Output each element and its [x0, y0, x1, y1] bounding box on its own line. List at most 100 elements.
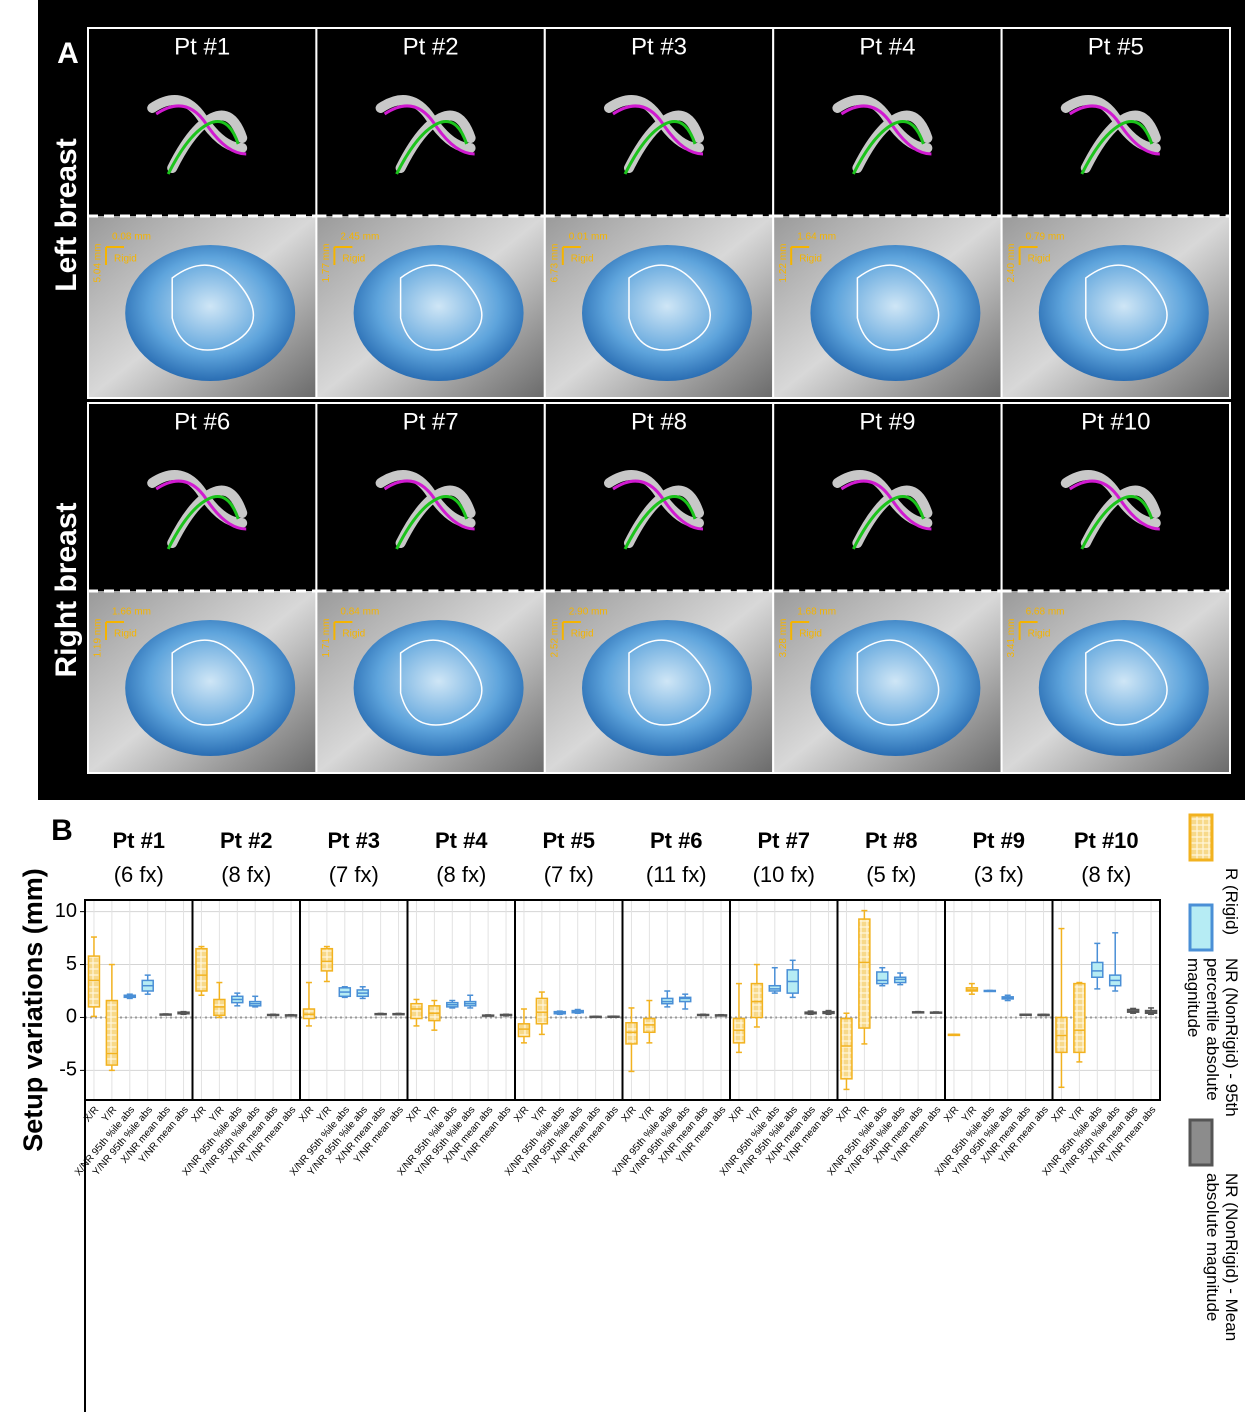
- shift-x-label: 0.84 mm: [340, 607, 379, 618]
- rigid-label: Rigid: [114, 629, 137, 640]
- x-tick-label: X/R: [620, 1105, 639, 1125]
- rigid-label: Rigid: [342, 254, 365, 265]
- x-tick-label: X/R: [190, 1105, 209, 1125]
- panel-subtitle: (11 fx): [646, 862, 707, 887]
- shift-x-label: 2.90 mm: [569, 607, 608, 618]
- box: [196, 949, 207, 991]
- box: [1074, 984, 1085, 1053]
- rigid-label: Rigid: [799, 629, 822, 640]
- box: [859, 919, 870, 1028]
- patient-title: Pt #3: [631, 33, 687, 60]
- patient-title: Pt #10: [1081, 408, 1150, 435]
- patient-title: Pt #7: [403, 408, 459, 435]
- patient-cell: Pt #3 0.01 mm Rigid 6.73 mm: [545, 28, 773, 398]
- panel-title: Pt #2: [220, 828, 273, 853]
- patient-cell: Pt #8 2.90 mm Rigid 2.52 mm: [545, 403, 773, 773]
- row-label: Left breast: [50, 138, 83, 291]
- panel-title: Pt #1: [112, 828, 165, 853]
- patient-title: Pt #4: [859, 33, 915, 60]
- panel-subtitle: (7 fx): [329, 862, 379, 887]
- box: [88, 956, 99, 1007]
- shift-x-label: 0.79 mm: [1026, 232, 1065, 243]
- shift-x-label: 2.45 mm: [340, 232, 379, 243]
- rigid-label: Rigid: [114, 254, 137, 265]
- patient-cell: Pt #1 0.08 mm Rigid 5.04 mm: [88, 28, 316, 398]
- patient-cell: Pt #10 6.68 mm Rigid 3.41 mm: [1002, 403, 1230, 773]
- x-tick-label: X/R: [297, 1105, 316, 1125]
- box: [411, 1004, 422, 1019]
- shift-y-label: 3.28 mm: [778, 619, 789, 658]
- rigid-label: Rigid: [342, 629, 365, 640]
- panel-title: Pt #10: [1074, 828, 1139, 853]
- panel-subtitle: (3 fx): [974, 862, 1024, 887]
- patient-title: Pt #6: [174, 408, 230, 435]
- patient-cell: Pt #5 0.79 mm Rigid 2.40 mm: [1002, 28, 1230, 398]
- legend-label: NR (NonRigid) - Mean absolute magnitude: [1203, 1173, 1241, 1343]
- panel-subtitle: (7 fx): [544, 862, 594, 887]
- rigid-label: Rigid: [1028, 629, 1051, 640]
- panel-subtitle: (8 fx): [436, 862, 486, 887]
- figure: A Left breast Right breast B Setup varia…: [0, 0, 1245, 1412]
- y-tick-label: -5: [59, 1059, 77, 1081]
- box: [518, 1024, 529, 1037]
- y-tick-label: 10: [55, 900, 77, 922]
- shift-y-label: 1.22 mm: [778, 244, 789, 283]
- x-tick-label: X/R: [835, 1105, 854, 1125]
- box: [106, 1001, 117, 1066]
- x-tick-label: X/R: [1050, 1105, 1069, 1125]
- patient-title: Pt #9: [859, 408, 915, 435]
- panel-label: B: [51, 814, 73, 847]
- panel-subtitle: (5 fx): [866, 862, 916, 887]
- box: [751, 984, 762, 1018]
- legend-swatch: [1190, 815, 1212, 860]
- shift-y-label: 2.40 mm: [1006, 244, 1017, 283]
- shift-y-label: 1.19 mm: [93, 619, 104, 658]
- box: [321, 949, 332, 971]
- panel-title: Pt #7: [757, 828, 810, 853]
- patient-cell: Pt #2 2.45 mm Rigid 1.77 mm: [316, 28, 544, 398]
- shift-y-label: 3.41 mm: [1006, 619, 1017, 658]
- box: [626, 1023, 637, 1044]
- shift-x-label: 0.01 mm: [569, 232, 608, 243]
- rigid-label: Rigid: [799, 254, 822, 265]
- shift-x-label: 1.66 mm: [112, 607, 151, 618]
- legend-label: NR (NonRigid) - 95th percentile absolute…: [1184, 958, 1241, 1118]
- y-tick-label: 0: [66, 1006, 77, 1028]
- shift-y-label: 5.04 mm: [93, 244, 104, 283]
- patient-title: Pt #1: [174, 33, 230, 60]
- panel-subtitle: (6 fx): [114, 862, 164, 887]
- panel-title: Pt #9: [972, 828, 1025, 853]
- shift-y-label: 6.73 mm: [549, 244, 560, 283]
- box: [877, 972, 888, 984]
- y-tick-label: 5: [66, 953, 77, 975]
- patient-title: Pt #8: [631, 408, 687, 435]
- patient-title: Pt #5: [1088, 33, 1144, 60]
- row-label: Right breast: [50, 502, 83, 677]
- rigid-label: Rigid: [571, 254, 594, 265]
- panel-subtitle: (8 fx): [221, 862, 271, 887]
- x-tick-label: X/R: [727, 1105, 746, 1125]
- panel-title: Pt #4: [435, 828, 488, 853]
- shift-x-label: 1.64 mm: [797, 232, 836, 243]
- shift-x-label: 0.08 mm: [112, 232, 151, 243]
- patient-cell: Pt #70.84 mmRigid1.71 mm: [316, 403, 544, 773]
- panel-title: Pt #5: [542, 828, 595, 853]
- shift-y-label: 1.77 mm: [321, 244, 332, 283]
- shift-x-label: 6.68 mm: [1026, 607, 1065, 618]
- x-tick-label: X/R: [512, 1105, 531, 1125]
- box: [841, 1019, 852, 1079]
- shift-y-label: 2.52 mm: [549, 619, 560, 658]
- y-axis-label: Setup variations (mm): [18, 868, 48, 1152]
- patient-cell: Pt #9 1.68 mm Rigid 3.28 mm: [773, 403, 1001, 773]
- shift-x-label: 1.68 mm: [797, 607, 836, 618]
- figure-canvas: A Left breast Right breast B Setup varia…: [0, 0, 1245, 1412]
- panel-subtitle: (10 fx): [753, 862, 815, 887]
- panel-title: Pt #6: [650, 828, 703, 853]
- patient-cell: Pt #4 1.64 mm Rigid 1.22 mm: [773, 28, 1001, 398]
- rigid-label: Rigid: [1028, 254, 1051, 265]
- patient-title: Pt #2: [403, 33, 459, 60]
- panel-title: Pt #3: [327, 828, 380, 853]
- legend-swatch: [1190, 905, 1212, 950]
- x-tick-label: X/R: [405, 1105, 424, 1125]
- rigid-label: Rigid: [571, 629, 594, 640]
